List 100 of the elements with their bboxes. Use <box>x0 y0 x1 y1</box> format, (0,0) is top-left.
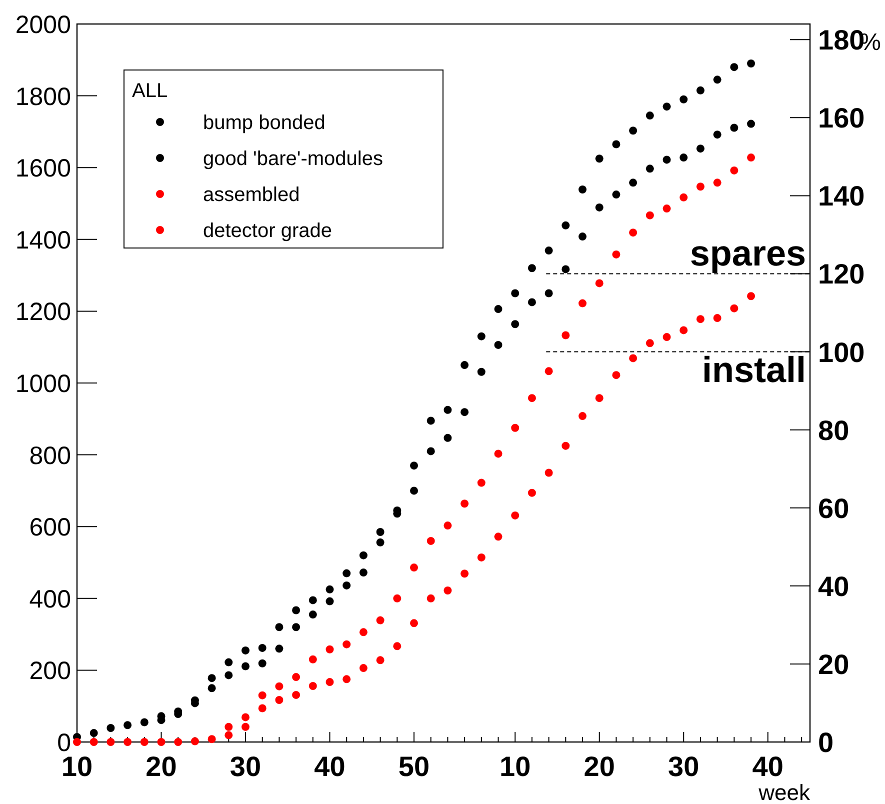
point <box>511 424 520 432</box>
point <box>730 63 738 72</box>
point <box>612 140 620 148</box>
point <box>696 315 704 324</box>
point <box>595 154 604 163</box>
x-tick-label: 40 <box>314 751 346 782</box>
legend-label: detector grade <box>203 220 332 242</box>
y2-tick-label: 40 <box>818 570 850 602</box>
point <box>646 211 654 220</box>
point <box>460 570 469 578</box>
y2-tick-label: 120 <box>818 258 865 290</box>
y-tick-label: 800 <box>29 442 71 470</box>
point <box>662 102 671 111</box>
y2-tick-label: 160 <box>818 102 865 134</box>
point <box>477 368 486 376</box>
point <box>562 221 570 230</box>
point <box>544 468 553 477</box>
point <box>326 597 334 606</box>
point <box>460 500 469 508</box>
point <box>444 586 452 594</box>
point <box>90 729 98 738</box>
point <box>157 738 166 746</box>
point <box>376 616 384 624</box>
point <box>342 569 351 578</box>
point <box>242 646 250 654</box>
y2-tick-label: 100 <box>818 336 865 368</box>
point <box>208 674 216 682</box>
x-axis-title: week <box>758 780 811 804</box>
point <box>528 298 536 306</box>
point <box>562 265 570 274</box>
point <box>494 450 502 458</box>
point <box>376 538 384 546</box>
y2-tick-label: 60 <box>818 492 850 524</box>
point <box>662 204 671 213</box>
point <box>308 655 317 664</box>
x-tick-label: 10 <box>500 751 531 782</box>
x-tick-label: 20 <box>146 751 177 782</box>
point <box>629 126 638 135</box>
legend-label: assembled <box>203 184 300 206</box>
y-tick-label: 600 <box>29 514 71 542</box>
point <box>629 228 638 237</box>
point <box>292 606 300 614</box>
y-tick-label: 1400 <box>15 226 71 254</box>
point <box>544 289 553 298</box>
point <box>208 684 216 692</box>
point <box>578 232 587 241</box>
point <box>696 182 704 191</box>
point <box>528 264 536 272</box>
point <box>308 610 317 619</box>
legend-label: bump bonded <box>203 112 326 134</box>
x-tick-label: 30 <box>230 751 262 782</box>
ref-line-label: spares <box>690 232 806 274</box>
point <box>747 120 756 128</box>
point <box>680 95 688 104</box>
point <box>410 462 418 470</box>
point <box>275 696 284 704</box>
point <box>174 738 182 746</box>
point <box>359 568 368 577</box>
point <box>680 154 688 162</box>
y-tick-label: 400 <box>29 585 71 614</box>
point <box>426 536 435 545</box>
point <box>511 289 520 298</box>
point <box>646 164 654 173</box>
point <box>511 320 520 328</box>
point <box>258 659 266 668</box>
point <box>258 691 266 700</box>
point <box>258 704 266 712</box>
y2-tick-label: 20 <box>818 648 850 680</box>
point <box>595 279 604 288</box>
y-tick-label: 1000 <box>15 370 71 398</box>
point <box>444 434 452 442</box>
point <box>696 86 704 94</box>
point <box>444 406 452 414</box>
point <box>494 340 502 349</box>
point <box>208 735 216 744</box>
point <box>426 594 435 602</box>
point <box>562 331 570 340</box>
point <box>308 682 317 690</box>
point <box>342 581 351 590</box>
x-tick-label: 50 <box>398 751 430 782</box>
point <box>242 713 250 722</box>
point <box>224 731 233 740</box>
point <box>460 361 469 370</box>
point <box>444 522 452 530</box>
point <box>662 333 671 342</box>
point <box>578 186 587 194</box>
y-tick-label: 1600 <box>15 154 71 183</box>
point <box>292 690 300 699</box>
point <box>612 190 620 199</box>
point <box>595 203 604 212</box>
point <box>190 737 199 746</box>
point <box>140 718 148 726</box>
point <box>578 412 587 420</box>
point <box>612 371 620 380</box>
point <box>696 144 704 153</box>
x-tick-label: 20 <box>584 751 615 782</box>
point <box>494 532 502 541</box>
point <box>511 511 520 520</box>
point <box>326 645 334 654</box>
point <box>646 112 654 120</box>
